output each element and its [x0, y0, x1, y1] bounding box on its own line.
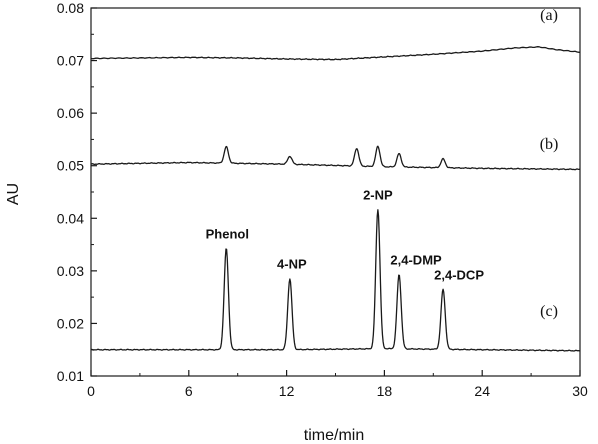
x-tick-label: 18	[377, 383, 393, 399]
y-tick-label: 0.01	[57, 368, 84, 384]
y-tick-label: 0.07	[57, 53, 84, 69]
series-label: (a)	[540, 7, 558, 24]
plot-frame	[90, 7, 581, 377]
x-tick-label: 12	[279, 383, 295, 399]
peak-label: 2,4-DCP	[434, 267, 484, 282]
y-tick-label: 0.08	[57, 0, 84, 16]
x-tick-label: 0	[87, 383, 95, 399]
y-axis-title: AU	[5, 183, 22, 205]
y-tick-label: 0.06	[57, 105, 84, 121]
series-label: (c)	[540, 303, 558, 320]
x-tick-label: 30	[572, 383, 588, 399]
series-line	[90, 46, 581, 61]
series-label: (b)	[540, 136, 559, 153]
axis-ticks: 0 6 12 18 24 30 0.01 0.02 0.03 0.04 0.05 0.06 0.07 0.…	[57, 0, 588, 399]
y-tick-label: 0.05	[57, 158, 84, 174]
x-tick-label: 24	[474, 383, 490, 399]
x-tick-label: 6	[185, 383, 193, 399]
x-axis-title: time/min	[304, 427, 364, 444]
peak-label: 2-NP	[363, 187, 393, 202]
series-line	[91, 209, 581, 352]
y-tick-label: 0.04	[57, 210, 84, 226]
peak-label: 2,4-DMP	[390, 253, 442, 268]
trace-group	[90, 46, 581, 352]
series-line	[90, 145, 580, 171]
y-tick-label: 0.02	[57, 315, 84, 331]
y-tick-label: 0.03	[57, 263, 84, 279]
peak-label: 4-NP	[277, 257, 307, 272]
peak-label: Phenol	[206, 226, 249, 241]
